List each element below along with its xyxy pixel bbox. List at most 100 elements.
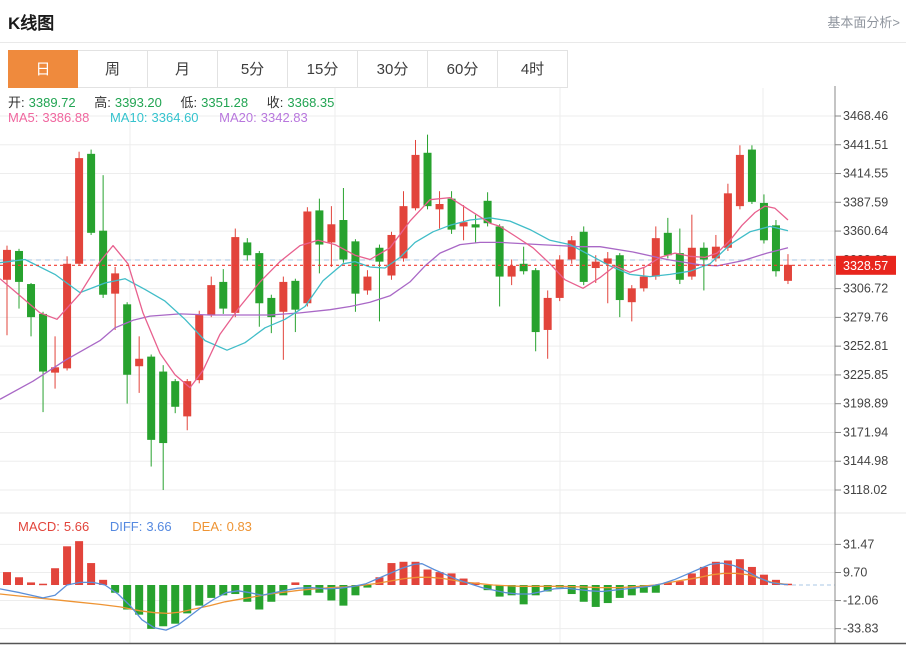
- candlesticks-layer: [3, 134, 792, 491]
- candle: [663, 232, 672, 256]
- candle: [135, 358, 144, 367]
- macd-bar: [75, 541, 84, 585]
- candle: [39, 313, 48, 372]
- candle: [183, 381, 192, 417]
- tab-month[interactable]: 月: [148, 50, 218, 88]
- candle: [423, 152, 432, 207]
- axis-tick-label: 3171.94: [843, 425, 888, 439]
- price-axis: 3468.463441.513414.553387.593360.643333.…: [0, 86, 906, 645]
- macd-bar: [531, 585, 540, 596]
- macd-bar: [735, 559, 744, 585]
- macd-bar: [651, 585, 660, 593]
- candle: [399, 206, 408, 259]
- macd-bar: [147, 585, 156, 629]
- candle: [759, 202, 768, 241]
- candle: [195, 314, 204, 381]
- candle: [303, 211, 312, 304]
- macd-bar: [15, 577, 24, 585]
- macd-bar: [99, 579, 108, 585]
- macd-bar: [363, 585, 372, 588]
- macd-bar: [507, 585, 516, 596]
- candle: [735, 154, 744, 207]
- candle: [339, 220, 348, 260]
- macd-bar: [519, 585, 528, 605]
- macd-bar: [3, 572, 11, 585]
- macd-bar: [603, 585, 612, 604]
- tab-30min[interactable]: 30分: [358, 50, 428, 88]
- period-tab-bar: 日 周 月 5分 15分 30分 60分 4时: [8, 50, 568, 88]
- candle: [387, 234, 396, 276]
- macd-bar: [615, 585, 624, 598]
- candle: [411, 154, 420, 209]
- macd-bar: [483, 585, 492, 591]
- candle: [267, 297, 276, 318]
- axis-tick-label: 3414.55: [843, 167, 888, 181]
- candle: [15, 250, 24, 282]
- macd-bar: [135, 585, 144, 615]
- tab-4hour[interactable]: 4时: [498, 50, 568, 88]
- candle: [687, 247, 696, 277]
- candle: [603, 258, 612, 264]
- ma20-line: [0, 241, 789, 400]
- candle: [771, 225, 780, 272]
- high-value: 3393.20: [114, 95, 162, 110]
- axis-tick-label: -33.83: [843, 622, 878, 636]
- fundamental-analysis-link[interactable]: 基本面分析>: [827, 15, 900, 30]
- candle: [447, 198, 456, 230]
- candle: [147, 356, 156, 440]
- macd-bar: [219, 585, 228, 596]
- macd-bar: [159, 585, 168, 627]
- candle: [75, 158, 84, 264]
- axis-tick-label: 3252.81: [843, 339, 888, 353]
- tab-week[interactable]: 周: [78, 50, 148, 88]
- macd-bar: [243, 585, 252, 602]
- macd-bar: [231, 585, 240, 595]
- candle: [219, 281, 228, 309]
- ma5-label: MA5:: [8, 110, 39, 125]
- candle: [555, 259, 564, 298]
- axis-tick-label: 3225.85: [843, 368, 888, 382]
- macd-bar: [339, 585, 348, 606]
- macd-bar: [291, 582, 300, 585]
- candle: [363, 276, 372, 291]
- tab-5min[interactable]: 5分: [218, 50, 288, 88]
- candle: [243, 242, 252, 256]
- candle: [159, 371, 168, 444]
- ma10-label: MA10:: [109, 110, 148, 125]
- macd-bar: [183, 585, 192, 614]
- current-price-badge: [836, 255, 896, 275]
- ma10-line: [0, 217, 789, 351]
- candle: [711, 246, 720, 259]
- candle: [291, 280, 300, 310]
- candle: [63, 263, 72, 369]
- dea-label: DEA:: [192, 519, 223, 534]
- candle: [627, 288, 636, 303]
- tab-60min[interactable]: 60分: [428, 50, 498, 88]
- candle: [747, 149, 756, 202]
- macd-value: 5.66: [63, 519, 90, 534]
- candle: [255, 253, 264, 304]
- candle: [27, 284, 36, 318]
- axis-tick-label: 3118.02: [843, 483, 887, 497]
- candle: [123, 304, 132, 375]
- macd-bar: [327, 585, 336, 601]
- axis-tick-label: 3198.89: [843, 397, 888, 411]
- axis-tick-label: 31.47: [843, 537, 874, 551]
- macd-legend: MACD: 5.66 DIFF: 3.66 DEA: 0.83: [18, 519, 269, 534]
- candle: [567, 240, 576, 260]
- axis-tick-label: 9.70: [843, 565, 867, 579]
- low-label: 低:: [180, 95, 198, 110]
- tab-day[interactable]: 日: [8, 50, 78, 88]
- close-label: 收:: [266, 95, 284, 110]
- macd-bar: [627, 585, 636, 596]
- macd-bar: [39, 583, 48, 586]
- tab-15min[interactable]: 15分: [288, 50, 358, 88]
- close-value: 3368.35: [287, 95, 335, 110]
- candle: [495, 226, 504, 277]
- candle: [531, 270, 540, 333]
- macd-bar: [63, 546, 72, 585]
- axis-tick-label: 3306.72: [843, 282, 888, 296]
- dea-value: 0.83: [226, 519, 252, 534]
- macd-bar: [543, 585, 552, 592]
